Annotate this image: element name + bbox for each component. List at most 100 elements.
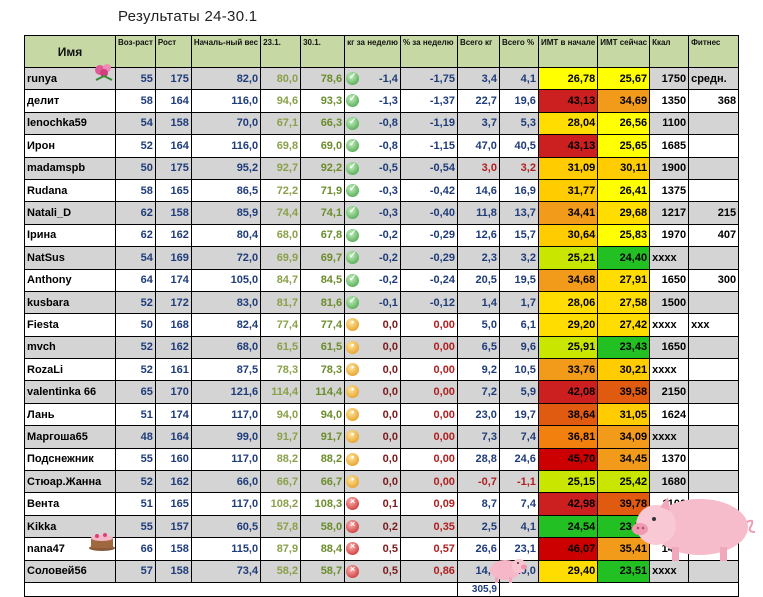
fitness-cell: 407	[688, 223, 740, 248]
age-cell-text: 50	[140, 162, 153, 175]
fitness-cell	[688, 111, 740, 136]
weight-date1-cell-text: 84,7	[276, 274, 299, 287]
bmi-start-cell: 30,64	[537, 223, 599, 248]
page-title: Результаты 24-30.1	[118, 8, 258, 25]
participant-name-text: runya	[27, 72, 57, 85]
bmi-start-cell-text: 31,09	[567, 162, 596, 175]
participant-name: NatSus	[24, 246, 116, 270]
kg-week-cell: ✓ -0,2	[344, 246, 401, 270]
weight-date2-cell: 58,7	[300, 559, 346, 583]
weight-date1-cell: 88,2	[260, 447, 302, 472]
bmi-now-cell: 27,58	[597, 290, 651, 315]
table-row: Маргоша65 48 164 99,0 91,7 91,7 • 0,0 0,00 7,3 7,4…	[24, 425, 740, 449]
total-pct-cell: 19,6	[498, 89, 539, 113]
fitness-cell	[688, 559, 740, 583]
table-row: Anthony 64 174 105,0 84,7 84,5 ✓ -0,2 -0,24 20,5 1…	[24, 268, 740, 292]
bmi-now-cell: 25,65	[597, 134, 651, 158]
total-pct-cell-text: 5,9	[520, 386, 536, 399]
pct-week-cell-text: -0,12	[429, 296, 455, 309]
bmi-start-cell: 38,64	[537, 402, 599, 427]
participant-name: runya	[24, 66, 116, 91]
kcal-cell: 1900	[649, 156, 690, 180]
bmi-now-cell: 34,45	[597, 447, 651, 472]
fitness-cell	[688, 380, 740, 404]
table-row: Соловей56 57 158 73,4 58,2 58,7 × 0,5 0,86 14,7 20…	[24, 559, 740, 583]
bmi-start-cell: 28,06	[537, 290, 599, 315]
neutral-icon: •	[346, 384, 360, 399]
start-weight-cell-text: 60,5	[236, 520, 259, 533]
total-pct-cell-text: 4,1	[520, 520, 536, 533]
start-weight-cell-text: 83,0	[236, 296, 259, 309]
big-pig-picture	[632, 497, 756, 561]
bmi-start-cell-text: 42,08	[567, 386, 596, 399]
fitness-cell: средн.	[688, 66, 740, 91]
weight-date1-cell: 58,2	[260, 559, 302, 583]
height-cell-text: 170	[170, 386, 189, 399]
total-pct-cell: 13,7	[498, 201, 539, 225]
table-row: kusbara 52 172 83,0 81,7 81,6 ✓ -0,1 -0,12 1,4 1,7…	[24, 290, 740, 315]
check-icon: ✓	[346, 205, 360, 220]
kcal-cell-text: 1100	[662, 117, 687, 130]
total-kg-cell-text: 2,5	[481, 520, 497, 533]
total-kg-cell-text: 7,2	[481, 386, 497, 399]
kg-week-cell-text: -0,3	[378, 184, 398, 197]
age-cell: 55	[115, 447, 156, 472]
weight-date2-cell-text: 84,5	[320, 274, 343, 287]
start-weight-cell: 80,4	[190, 223, 262, 248]
kcal-cell-text: xxxx	[652, 318, 677, 331]
participant-name: Ірина	[24, 223, 116, 248]
weight-date1-cell-text: 74,4	[276, 207, 299, 220]
participant-name-text: kusbara	[27, 296, 70, 309]
participant-name: kusbara	[24, 290, 116, 315]
weight-date2-cell-text: 66,3	[320, 117, 343, 130]
age-cell: 57	[115, 559, 156, 583]
total-pct-cell-text: 3,2	[520, 251, 536, 264]
kcal-cell: xxxx	[649, 313, 690, 337]
kg-week-cell: • 0,0	[344, 425, 401, 449]
table-row: Fiesta 50 168 82,4 77,4 77,4 • 0,0 0,00 5,0 6,1 29,…	[24, 313, 740, 337]
total-pct-cell: 19,7	[498, 402, 539, 427]
check-icon: ✓	[346, 183, 360, 197]
bmi-start-cell: 33,76	[537, 358, 599, 382]
height-cell: 158	[154, 537, 192, 561]
height-cell: 174	[154, 402, 192, 427]
weight-date1-cell-text: 80,0	[276, 72, 299, 85]
weight-date1-cell: 80,0	[260, 66, 302, 91]
height-cell-text: 164	[170, 430, 189, 443]
fitness-cell: xxx	[688, 313, 740, 337]
participant-name-text: Ирон	[27, 139, 55, 152]
pct-week-cell-text: 0,00	[433, 341, 455, 354]
total-row: 305,9	[24, 581, 740, 597]
weight-date1-cell: 81,7	[260, 290, 302, 315]
header-start-weight: Началь-ный вес	[190, 35, 262, 68]
fitness-cell	[688, 425, 740, 449]
pct-week-cell-text: 0,09	[433, 498, 455, 511]
height-cell-text: 158	[170, 117, 189, 130]
height-cell: 168	[154, 313, 192, 337]
total-kg-cell-text: 28,8	[475, 453, 497, 466]
weight-date2-cell: 58,0	[300, 514, 346, 539]
kcal-cell-text: 1685	[661, 139, 687, 152]
start-weight-cell-text: 117,0	[231, 498, 259, 511]
pct-week-cell-text: -1,37	[429, 95, 455, 108]
kcal-cell: 1100	[649, 111, 690, 136]
fitness-cell	[688, 335, 740, 360]
table-row: Ірина 62 162 80,4 68,0 67,8 ✓ -0,2 -0,29 12,6 15,7…	[24, 223, 740, 248]
weight-date2-cell: 81,6	[300, 290, 346, 315]
bmi-now-cell-text: 25,67	[619, 72, 648, 85]
pct-week-cell-text: -1,15	[429, 139, 455, 152]
height-cell: 175	[154, 66, 192, 91]
height-cell-text: 174	[170, 408, 189, 421]
weight-date1-cell: 108,2	[260, 492, 302, 516]
total-pct-cell: 10,5	[498, 358, 539, 382]
start-weight-cell: 99,0	[190, 425, 262, 449]
total-kg-cell: 6,5	[456, 335, 500, 360]
table-row: делит 58 164 116,0 94,6 93,3 ✓ -1,3 -1,37 22,7 19,…	[24, 89, 740, 113]
start-weight-cell-text: 86,5	[236, 184, 259, 197]
total-pct-cell-text: 10,5	[514, 363, 536, 376]
start-weight-cell-text: 117,0	[231, 453, 259, 466]
height-cell-text: 164	[170, 139, 189, 152]
total-pct-cell-text: 24,6	[514, 453, 536, 466]
total-pct-cell-text: 13,7	[514, 207, 536, 220]
cake-picture	[89, 533, 115, 551]
